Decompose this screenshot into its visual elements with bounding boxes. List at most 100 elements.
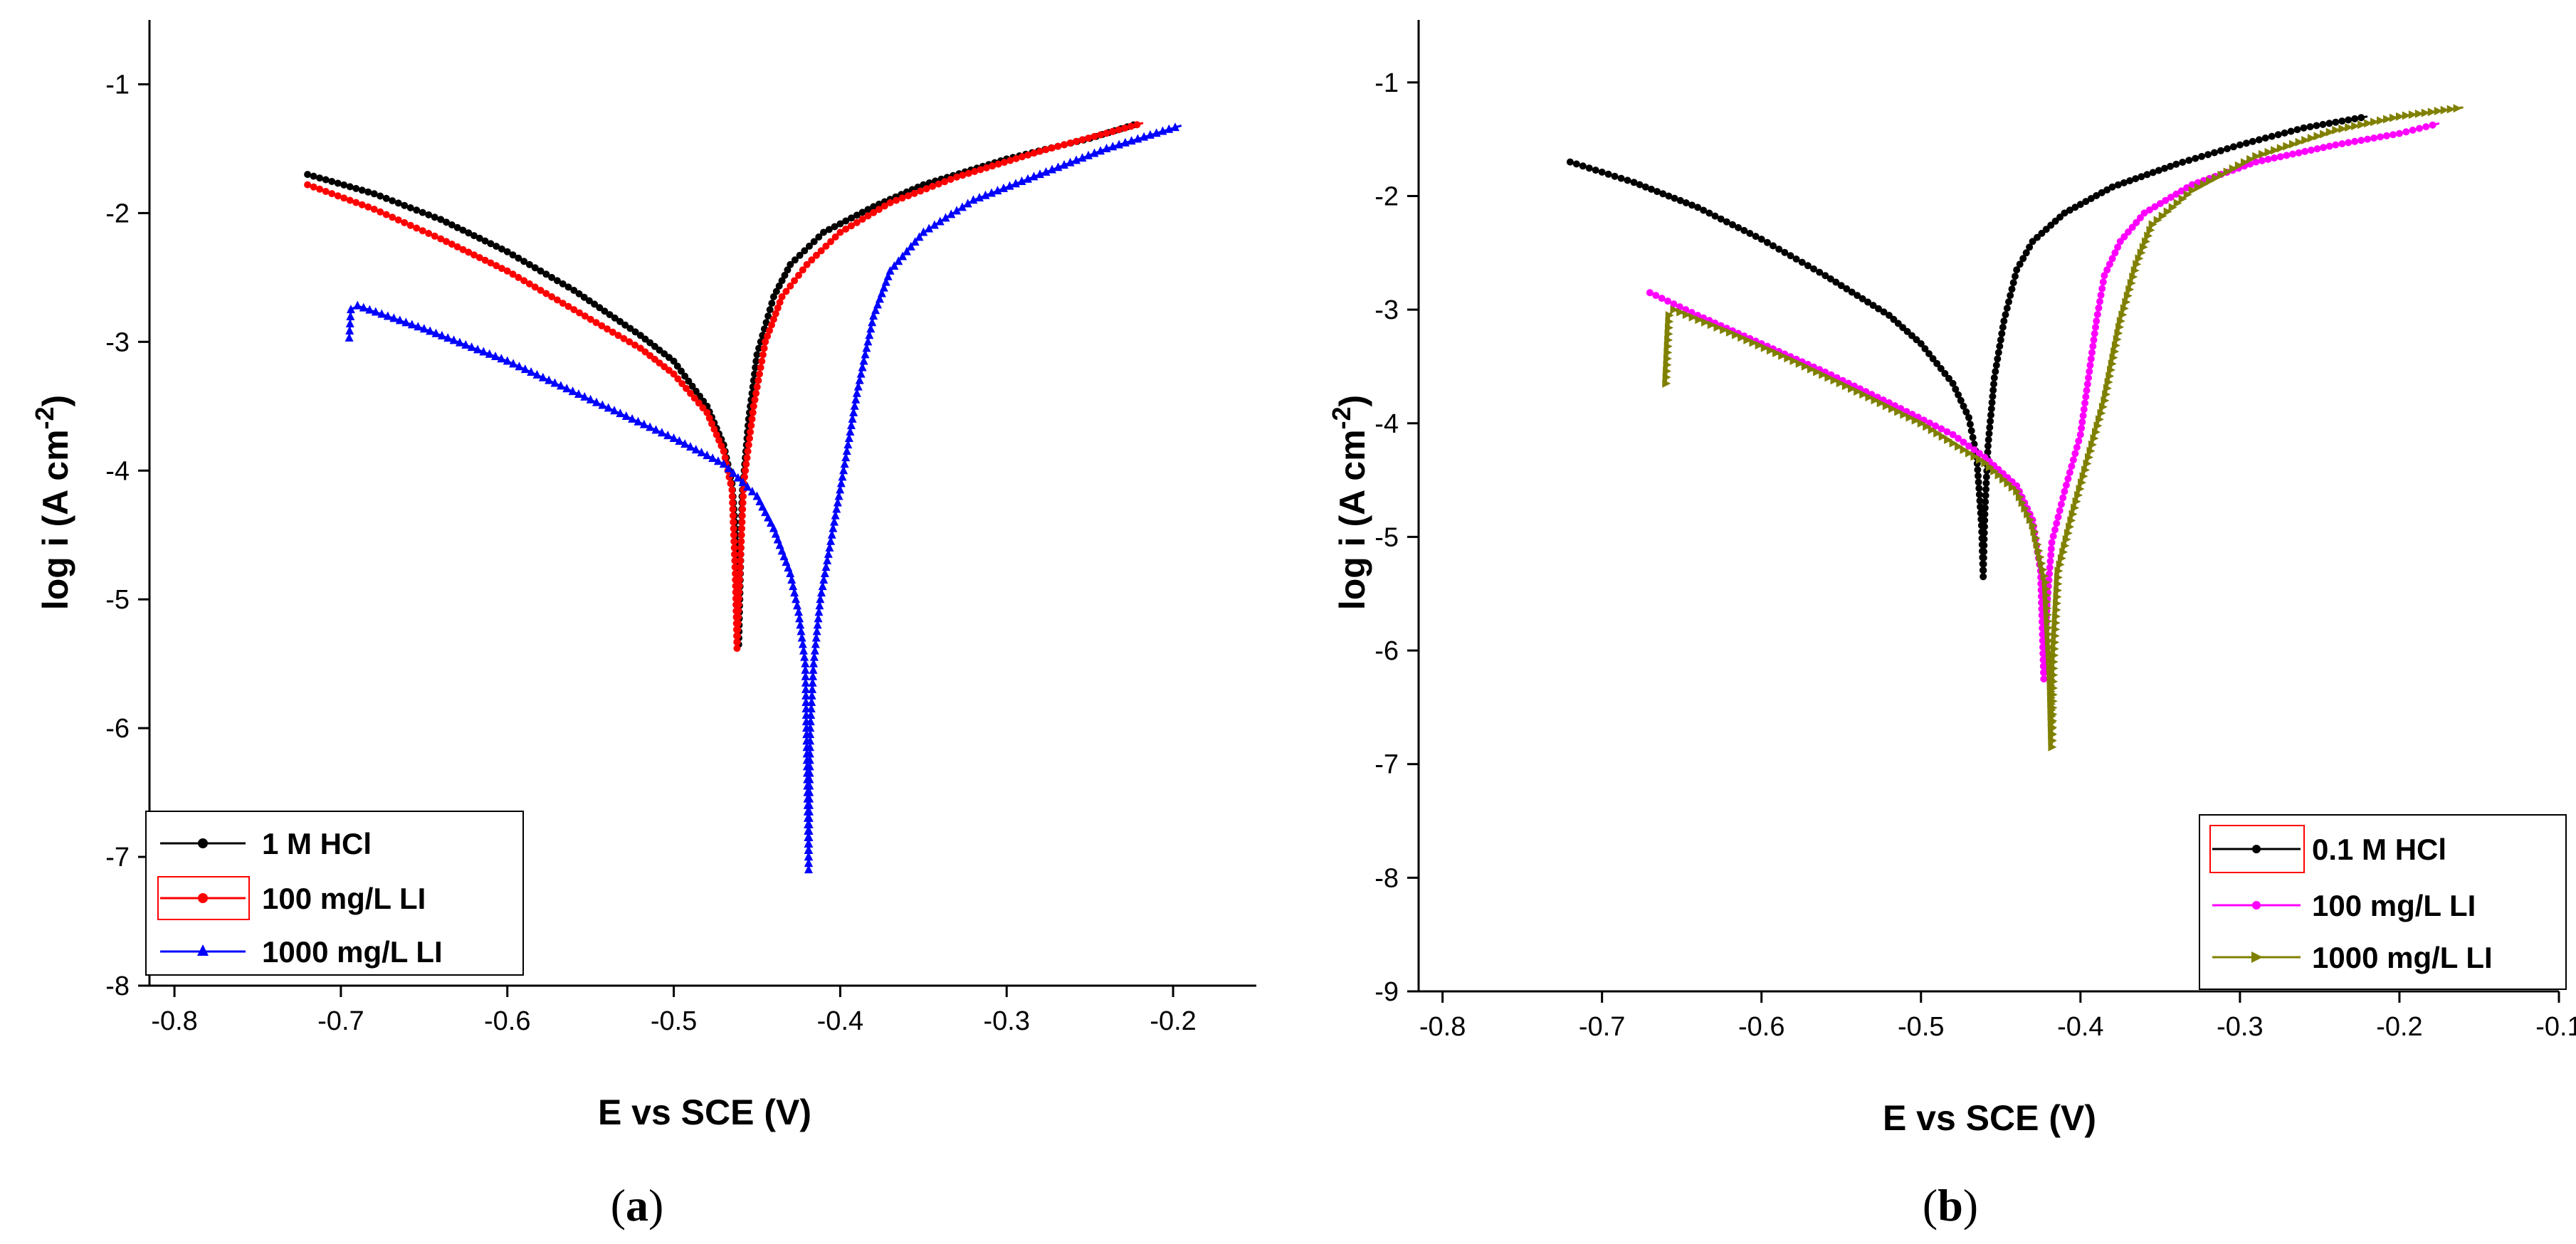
- data-point: [797, 633, 806, 642]
- data-point: [1970, 441, 1978, 448]
- data-point: [831, 233, 839, 241]
- data-point: [2429, 121, 2436, 129]
- data-point: [2071, 204, 2079, 211]
- data-point: [1746, 230, 1754, 237]
- data-point: [710, 426, 718, 433]
- data-point: [2212, 174, 2221, 183]
- data-point: [2133, 260, 2142, 269]
- data-point: [1676, 196, 1684, 204]
- data-point: [1663, 360, 1672, 369]
- data-point: [2073, 443, 2081, 451]
- data-point: [1865, 393, 1874, 402]
- data-point: [2068, 463, 2076, 470]
- data-point: [898, 194, 906, 202]
- data-point: [801, 690, 811, 700]
- data-point: [2338, 117, 2346, 125]
- data-point: [801, 684, 810, 693]
- data-point: [2137, 248, 2146, 258]
- data-point: [2123, 291, 2133, 300]
- data-point: [465, 229, 473, 237]
- data-point: [2295, 149, 2303, 157]
- data-point: [2198, 152, 2206, 160]
- panel-a-caption: (a): [611, 1180, 664, 1230]
- data-point: [790, 588, 799, 597]
- data-point: [1987, 417, 1994, 425]
- data-point: [2034, 233, 2041, 241]
- data-point: [2042, 597, 2051, 606]
- data-point: [747, 486, 757, 495]
- panel-b-caption: (b): [1923, 1180, 1978, 1230]
- data-point: [842, 446, 851, 455]
- data-point: [832, 504, 841, 513]
- data-point: [1994, 349, 2002, 357]
- data-point: [977, 166, 984, 174]
- data-point: [1854, 292, 1861, 300]
- data-point: [2053, 520, 2061, 527]
- data-point: [795, 613, 804, 623]
- data-point: [758, 357, 766, 365]
- data-point: [2054, 586, 2063, 595]
- data-point: [818, 581, 827, 591]
- data-point: [1970, 452, 1980, 461]
- data-point: [2140, 209, 2148, 217]
- data-point: [708, 453, 717, 463]
- data-point: [764, 332, 772, 340]
- data-point: [804, 819, 814, 828]
- data-point: [756, 370, 763, 378]
- y-tick-label: -5: [105, 585, 130, 615]
- data-point: [2217, 170, 2227, 179]
- data-point: [2158, 211, 2167, 221]
- data-point: [2066, 468, 2073, 476]
- data-point: [1735, 223, 1742, 231]
- data-point: [2054, 579, 2063, 589]
- data-point: [1928, 426, 1937, 435]
- data-point: [811, 633, 821, 642]
- data-point: [1729, 221, 1736, 228]
- data-point: [840, 459, 849, 468]
- data-point: [2081, 465, 2091, 475]
- data-point: [2264, 155, 2272, 163]
- data-point: [2178, 194, 2187, 204]
- data-point: [850, 401, 859, 410]
- data-point: [2057, 554, 2066, 563]
- data-point: [735, 594, 743, 602]
- data-point: [2114, 243, 2122, 251]
- data-point: [542, 290, 550, 297]
- data-point: [1982, 498, 1989, 506]
- x-tick-label: -0.5: [651, 1006, 697, 1036]
- data-point: [2049, 532, 2057, 540]
- y-tick-label: -4: [105, 456, 130, 486]
- data-point: [2075, 437, 2083, 445]
- data-point: [646, 422, 655, 431]
- data-point: [807, 697, 816, 706]
- data-point: [851, 394, 861, 404]
- data-point: [971, 168, 979, 175]
- data-point: [708, 420, 715, 428]
- data-point: [982, 164, 990, 172]
- data-point: [1925, 350, 1933, 357]
- data-point: [782, 288, 790, 295]
- panel-b-tick-layer: -0.8 -0.7 -0.6 -0.5 -0.4 -0.3 -0.2 -0.1 -9 -8 -7 -6…: [1374, 68, 2576, 1042]
- data-point: [685, 442, 695, 451]
- data-point: [2136, 214, 2144, 222]
- data-point: [2046, 557, 2054, 565]
- panel-b-y-axis-label: log i (A cm-2): [1327, 395, 1372, 610]
- data-point: [880, 202, 888, 210]
- data-point: [459, 226, 467, 234]
- data-point: [1976, 497, 1984, 505]
- data-point: [757, 364, 764, 371]
- data-point: [2056, 507, 2064, 515]
- data-point: [2118, 310, 2128, 320]
- data-point: [687, 389, 694, 397]
- data-point: [745, 441, 752, 449]
- data-point: [2043, 610, 2052, 619]
- data-point: [1826, 275, 1834, 283]
- data-point: [833, 497, 842, 507]
- data-point: [2440, 105, 2449, 115]
- data-point: [2288, 139, 2298, 149]
- data-point: [2155, 167, 2162, 174]
- data-point: [1171, 122, 1180, 132]
- data-point: [929, 182, 937, 190]
- data-point: [826, 536, 836, 545]
- data-point: [2414, 109, 2424, 118]
